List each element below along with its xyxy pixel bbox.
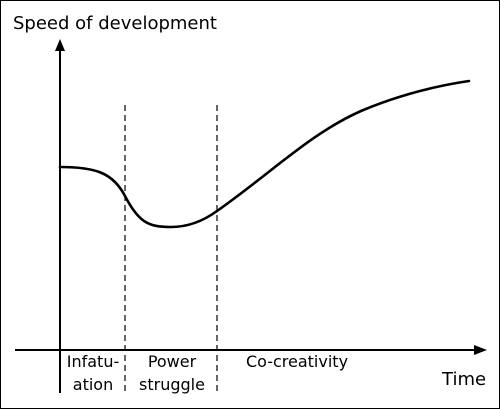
y-axis-arrowhead (55, 39, 65, 51)
x-axis-arrowhead (474, 345, 487, 355)
development-curve (58, 79, 471, 229)
phase-infatuation-line-2: ation (73, 375, 113, 394)
phase-co-creativity-label: Co-creativity (246, 352, 348, 371)
phase-power-struggle-line-1: Power (148, 352, 197, 371)
phase-power-struggle-line-2: struggle (139, 375, 205, 394)
x-axis-label: Time (441, 369, 486, 390)
phase-infatuation-line-1: Infatu- (67, 352, 119, 371)
y-axis-label: Speed of development (13, 13, 217, 34)
